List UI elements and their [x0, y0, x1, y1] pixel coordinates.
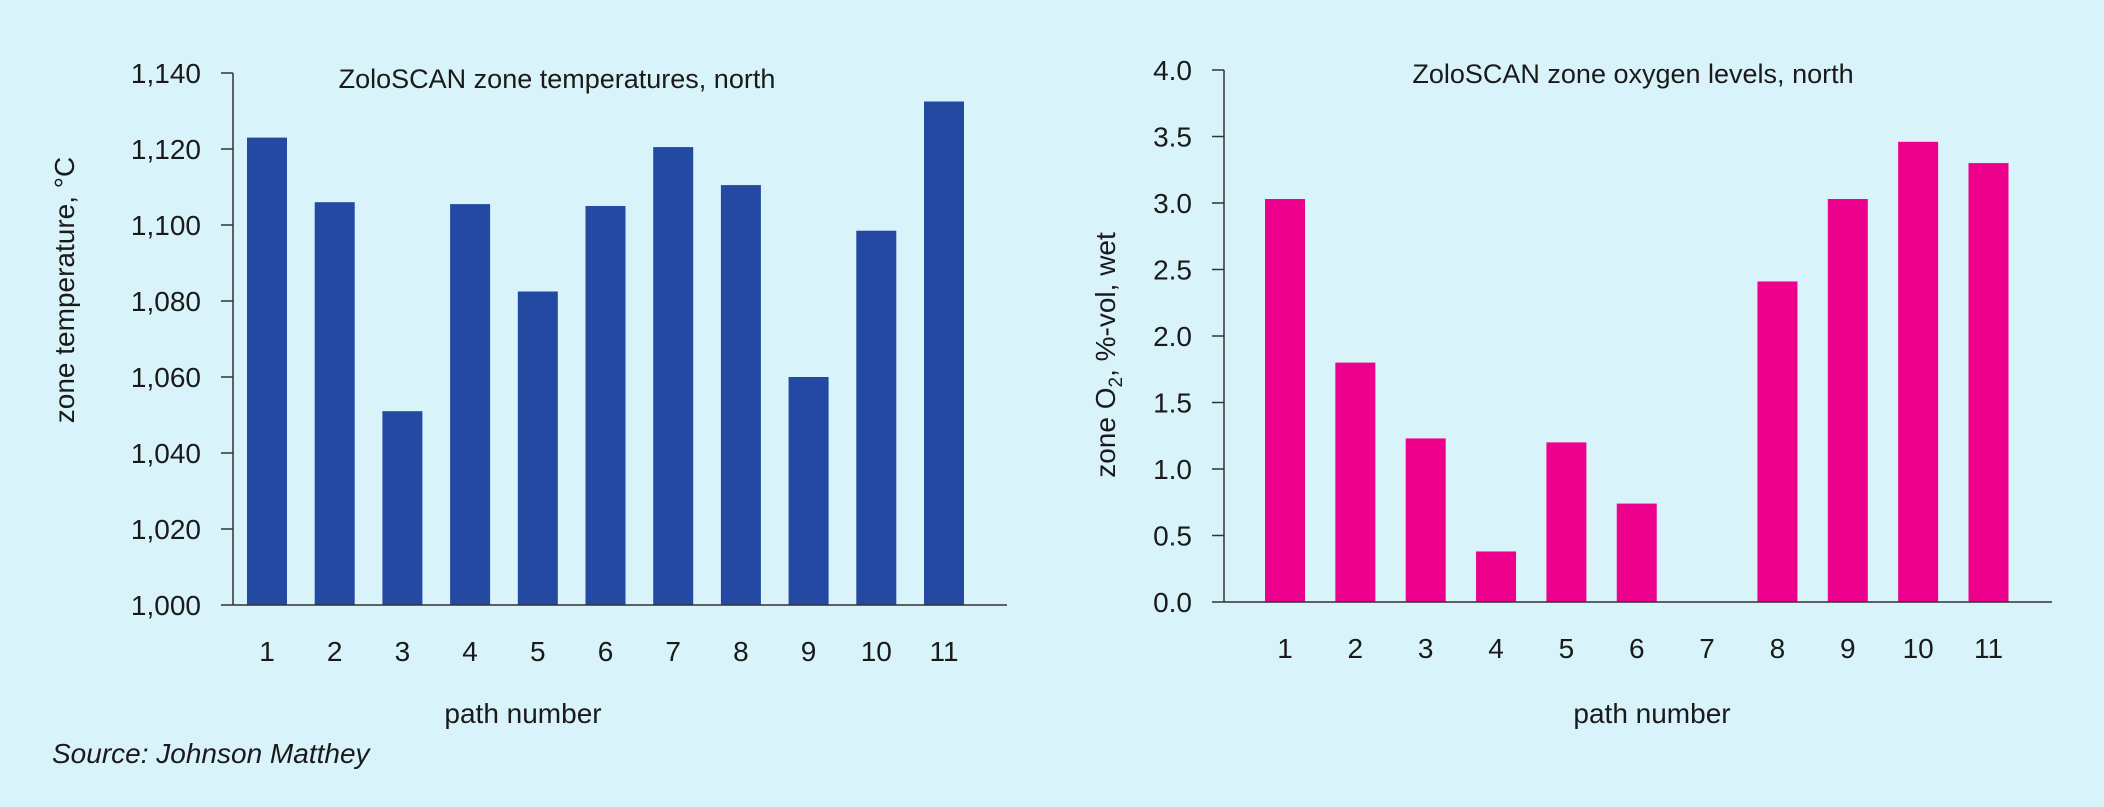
- oxygen-x-tick-label: 9: [1840, 633, 1856, 664]
- oxygen-y-tick-label: 0.5: [1153, 521, 1192, 552]
- temperature-chart-title: ZoloSCAN zone temperatures, north: [339, 64, 776, 94]
- temperature-bar: [720, 185, 761, 605]
- oxygen-bar: [1827, 199, 1868, 602]
- oxygen-bar: [1757, 281, 1798, 602]
- oxygen-chart-xlabel: path number: [1573, 698, 1730, 729]
- oxygen-y-tick-label: 1.5: [1153, 388, 1192, 419]
- oxygen-y-tick-label: 2.0: [1153, 321, 1192, 352]
- oxygen-x-tick-label: 10: [1903, 633, 1934, 664]
- temperature-chart-xlabel: path number: [444, 698, 601, 729]
- temperature-y-tick-label: 1,060: [131, 362, 201, 393]
- oxygen-bar: [1968, 163, 2009, 602]
- temperature-bar: [653, 147, 694, 605]
- temperature-bar: [924, 101, 964, 605]
- temperature-chart-x-axis: 1 2 3 4 5 6 7 8 9 10 11: [233, 604, 1007, 667]
- temperature-chart-bars: [247, 101, 964, 605]
- oxygen-y-tick-label: 4.0: [1153, 55, 1192, 86]
- temperature-x-tick-label: 10: [861, 636, 892, 667]
- temperature-bar: [788, 377, 829, 605]
- oxygen-bar: [1335, 362, 1376, 602]
- oxygen-x-tick-label: 2: [1348, 633, 1364, 664]
- temperature-x-tick-label: 4: [462, 636, 478, 667]
- temperature-y-tick-label: 1,080: [131, 286, 201, 317]
- temperature-y-tick-label: 1,140: [131, 58, 201, 89]
- temperature-bar: [856, 230, 897, 605]
- oxygen-x-tick-label: 8: [1770, 633, 1786, 664]
- oxygen-bar: [1265, 199, 1305, 602]
- oxygen-chart-y-axis: 0.0 0.5 1.0 1.5 2.0 2.5 3.0 3.5 4.0: [1153, 55, 1225, 618]
- oxygen-y-tick-label: 3.5: [1153, 122, 1192, 153]
- temperature-x-tick-label: 9: [801, 636, 817, 667]
- oxygen-bar: [1405, 438, 1446, 602]
- oxygen-chart: ZoloSCAN zone oxygen levels, north zone …: [1090, 55, 2052, 729]
- temperature-chart-ylabel: zone temperature, °C: [49, 157, 80, 423]
- temperature-bar: [585, 206, 626, 605]
- oxygen-chart-bars: [1265, 141, 2009, 602]
- oxygen-x-tick-label: 7: [1699, 633, 1715, 664]
- oxygen-bar: [1616, 503, 1657, 602]
- oxygen-y-tick-label: 3.0: [1153, 188, 1192, 219]
- oxygen-chart-ylabel-sub: 2: [1106, 377, 1127, 388]
- oxygen-bar: [1476, 551, 1517, 602]
- oxygen-y-tick-label: 2.5: [1153, 255, 1192, 286]
- temperature-x-tick-label: 7: [665, 636, 681, 667]
- oxygen-chart-x-axis: 1 2 3 4 5 6 7 8 9 10 11: [1224, 601, 2052, 664]
- oxygen-x-tick-label: 11: [1974, 633, 2003, 664]
- temperature-x-tick-label: 8: [733, 636, 749, 667]
- oxygen-chart-ylabel-pre: zone O: [1090, 388, 1121, 478]
- temperature-y-tick-label: 1,000: [131, 590, 201, 621]
- oxygen-x-tick-label: 6: [1629, 633, 1645, 664]
- temperature-y-tick-label: 1,100: [131, 210, 201, 241]
- temperature-bar: [450, 204, 491, 605]
- temperature-chart: ZoloSCAN zone temperatures, north zone t…: [49, 58, 1007, 729]
- temperature-bar: [314, 202, 355, 605]
- oxygen-x-tick-label: 5: [1559, 633, 1575, 664]
- temperature-bar: [382, 411, 423, 605]
- oxygen-chart-title: ZoloSCAN zone oxygen levels, north: [1412, 59, 1853, 89]
- temperature-x-tick-label: 1: [259, 636, 275, 667]
- oxygen-y-tick-label: 1.0: [1153, 454, 1192, 485]
- temperature-x-tick-label: 11: [929, 636, 958, 667]
- source-note: Source: Johnson Matthey: [52, 738, 370, 769]
- oxygen-x-tick-label: 4: [1488, 633, 1504, 664]
- oxygen-x-tick-label: 3: [1418, 633, 1434, 664]
- oxygen-y-tick-label: 0.0: [1153, 587, 1192, 618]
- temperature-y-tick-label: 1,120: [131, 134, 201, 165]
- temperature-bar: [247, 137, 287, 605]
- temperature-y-tick-label: 1,040: [131, 438, 201, 469]
- oxygen-bar: [1546, 442, 1587, 602]
- temperature-x-tick-label: 2: [327, 636, 343, 667]
- temperature-x-tick-label: 3: [395, 636, 411, 667]
- oxygen-bar: [1898, 141, 1939, 602]
- oxygen-x-tick-label: 1: [1277, 633, 1293, 664]
- oxygen-chart-ylabel: zone O2, %-vol, wet: [1090, 232, 1127, 478]
- temperature-x-tick-label: 6: [598, 636, 614, 667]
- temperature-bar: [517, 291, 558, 605]
- temperature-x-tick-label: 5: [530, 636, 546, 667]
- temperature-chart-y-axis: 1,000 1,020 1,040 1,060 1,080 1,100 1,120 1,140: [131, 58, 234, 621]
- oxygen-chart-ylabel-post: , %-vol, wet: [1090, 232, 1121, 377]
- temperature-y-tick-label: 1,020: [131, 514, 201, 545]
